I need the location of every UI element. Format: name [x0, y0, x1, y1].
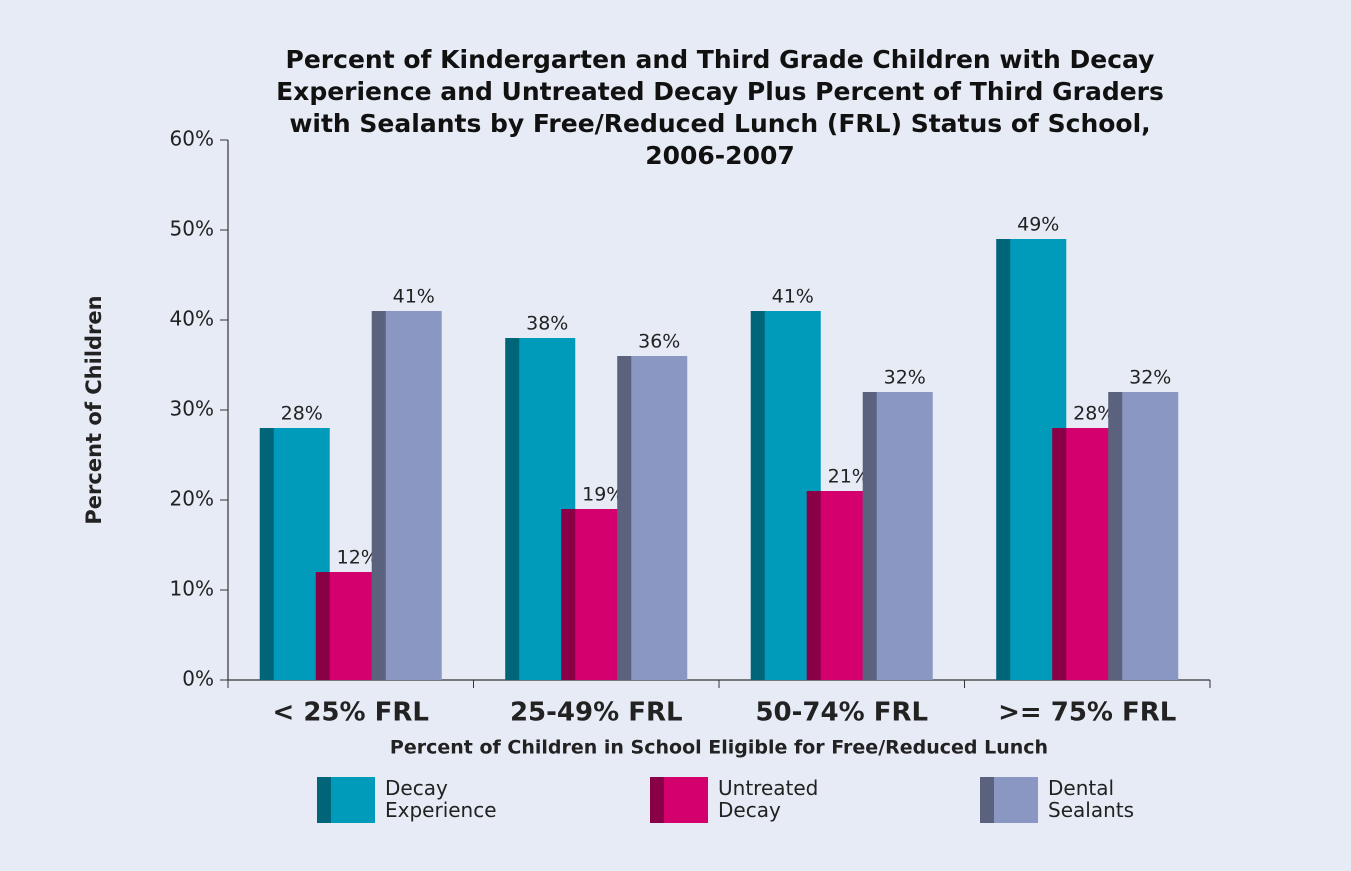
bar-side: [806, 491, 821, 680]
bar-face: [371, 311, 442, 680]
bar-side: [1108, 392, 1123, 680]
x-tick-label: 50-74% FRL: [755, 698, 928, 728]
x-tick-label: 25-49% FRL: [510, 698, 683, 728]
legend-swatch: [317, 777, 375, 823]
bar-side: [750, 311, 765, 680]
y-tick-label: 40%: [170, 307, 214, 331]
bar-face: [1108, 392, 1179, 680]
data-label: 41%: [772, 286, 814, 308]
bar-side: [259, 428, 274, 680]
bar: [617, 356, 688, 680]
bar: [996, 239, 1067, 680]
chart-title: Percent of Kindergarten and Third Grade …: [276, 45, 1164, 170]
bar: [371, 311, 442, 680]
bar: [862, 392, 933, 680]
legend-entry: Decay Experience: [385, 777, 497, 822]
bar: [1108, 392, 1179, 680]
legend-swatch: [980, 777, 1038, 823]
y-tick-label: 10%: [170, 577, 214, 601]
data-label: 12%: [337, 547, 379, 569]
bar-side: [862, 392, 877, 680]
legend-swatch-side: [650, 777, 664, 823]
legend-swatch-side: [980, 777, 994, 823]
data-label: 21%: [828, 466, 870, 488]
data-label: 32%: [884, 367, 926, 389]
y-axis-title: Percent of Children: [82, 295, 106, 524]
bar-side: [617, 356, 632, 680]
bar-side: [315, 572, 330, 680]
bar: [505, 338, 576, 680]
legend-label: Decay Experience: [385, 777, 497, 822]
legend-swatch: [650, 777, 708, 823]
y-tick-label: 30%: [170, 397, 214, 421]
data-label: 28%: [1073, 403, 1115, 425]
data-label: 41%: [393, 286, 435, 308]
data-label: 49%: [1017, 214, 1059, 236]
legend-swatch-side: [317, 777, 331, 823]
y-tick-label: 60%: [170, 127, 214, 151]
data-label: 19%: [582, 484, 624, 506]
x-axis-title: Percent of Children in School Eligible f…: [390, 737, 1048, 759]
data-label: 32%: [1129, 367, 1171, 389]
bar-side: [505, 338, 520, 680]
legend-entry: Untreated Decay: [718, 777, 819, 822]
bar-side: [1052, 428, 1067, 680]
bar-side: [371, 311, 386, 680]
data-label: 38%: [526, 313, 568, 335]
data-label: 28%: [281, 403, 323, 425]
bar-face: [617, 356, 688, 680]
x-tick-label: < 25% FRL: [273, 698, 429, 728]
bar-side: [996, 239, 1011, 680]
y-tick-label: 50%: [170, 217, 214, 241]
y-tick-label: 20%: [170, 487, 214, 511]
legend-label: Dental Sealants: [1048, 777, 1135, 822]
bar-face: [862, 392, 933, 680]
legend-label: Untreated Decay: [718, 777, 819, 822]
data-label: 36%: [638, 331, 680, 353]
x-tick-label: >= 75% FRL: [998, 698, 1176, 728]
bar-side: [561, 509, 576, 680]
legend-entry: Dental Sealants: [1048, 777, 1135, 822]
y-tick-label: 0%: [182, 667, 214, 691]
